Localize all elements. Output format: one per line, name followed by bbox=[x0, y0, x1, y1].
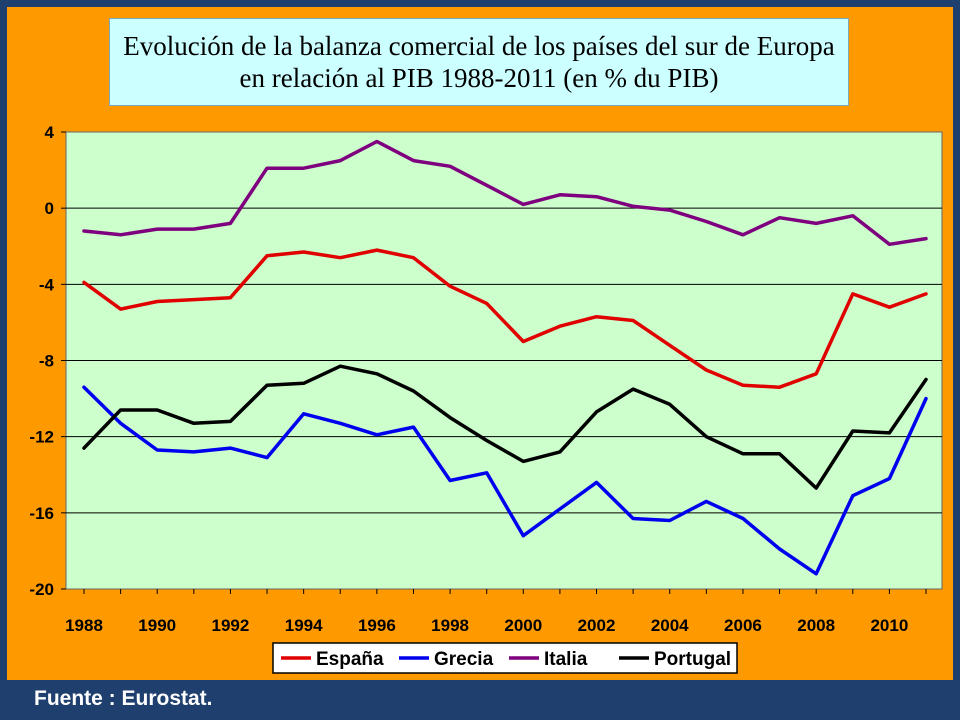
series-line bbox=[82, 248, 928, 389]
legend-label: Italia bbox=[544, 649, 588, 670]
series-layer bbox=[82, 139, 928, 576]
x-tick-label: 2002 bbox=[578, 616, 616, 635]
source-footer: Fuente : Eurostat. bbox=[34, 687, 213, 710]
x-tick-label: 2010 bbox=[870, 616, 908, 635]
x-tick-label: 1992 bbox=[212, 616, 250, 635]
x-tick-label: 2004 bbox=[651, 616, 689, 635]
y-tick-label: 0 bbox=[45, 199, 54, 218]
legend: España Grecia Italia Portugal bbox=[272, 642, 738, 674]
x-tick-label: 1990 bbox=[138, 616, 176, 635]
series-line bbox=[82, 364, 928, 490]
chart-title: Evolución de la balanza comercial de los… bbox=[123, 31, 835, 61]
y-tick-label: -8 bbox=[39, 352, 54, 371]
y-tick-label: -12 bbox=[29, 428, 54, 447]
y-tick-label: -20 bbox=[29, 580, 54, 599]
x-tick-label: 1994 bbox=[285, 616, 323, 635]
legend-label: España bbox=[316, 649, 384, 670]
chart-subtitle: en relación al PIB 1988-2011 (en % du PI… bbox=[239, 63, 719, 93]
y-tick-label: 4 bbox=[45, 123, 55, 142]
y-tick-label: -16 bbox=[29, 504, 54, 523]
chart-title-box: Evolución de la balanza comercial de los… bbox=[109, 18, 849, 106]
x-tick-label: 2006 bbox=[724, 616, 762, 635]
y-tick-label: -4 bbox=[39, 275, 55, 294]
axis-layer: 4 0 -4 -8 -12 -16 -20 1988 1990 1992 1994 1996 1998 2… bbox=[29, 123, 927, 635]
series-line bbox=[82, 139, 928, 247]
legend-box bbox=[272, 642, 738, 674]
x-tick-label: 2008 bbox=[797, 616, 835, 635]
legend-label: Portugal bbox=[654, 649, 731, 670]
x-tick-label: 1996 bbox=[358, 616, 396, 635]
legend-label: Grecia bbox=[434, 649, 494, 670]
x-tick-label: 2000 bbox=[504, 616, 542, 635]
x-tick-label: 1988 bbox=[65, 616, 103, 635]
grid-layer bbox=[66, 207, 942, 514]
x-tick-label: 1998 bbox=[431, 616, 469, 635]
series-line bbox=[82, 385, 928, 576]
